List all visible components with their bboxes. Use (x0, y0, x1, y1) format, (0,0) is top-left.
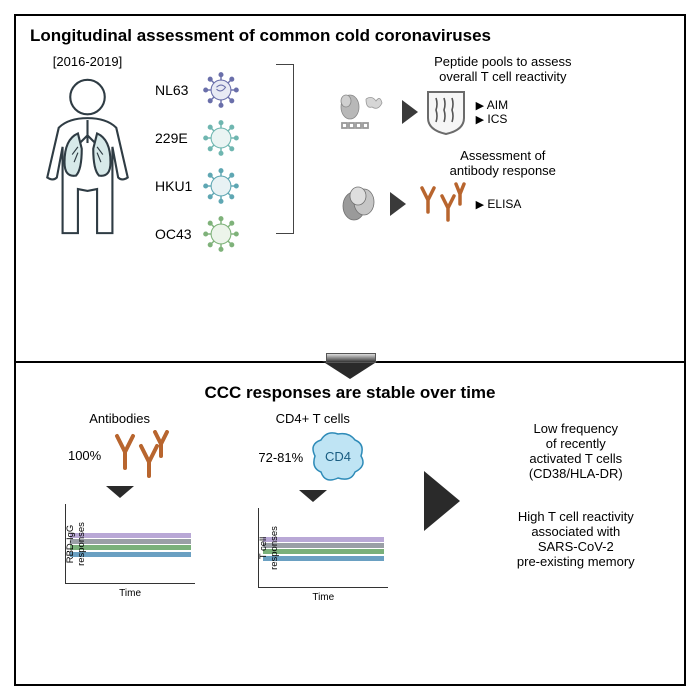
text: pre-existing memory (517, 554, 635, 569)
antibody-icon (107, 430, 171, 480)
text: SARS-CoV-2 (538, 539, 614, 554)
ab-assay-row: ▶ ELISA (336, 182, 670, 226)
virus-row-oc43: OC43 (155, 216, 239, 252)
virus-label: 229E (155, 130, 195, 146)
arrow-column (416, 411, 467, 531)
tcell-label: Peptide pools to assess overall T cell r… (336, 54, 670, 84)
year-range-label: [2016-2019] (53, 54, 122, 69)
ab-mini-chart: RBD-IgGresponses Time (65, 504, 195, 584)
text: (CD38/HLA-DR) (529, 466, 623, 481)
panel-top: Longitudinal assessment of common cold c… (16, 16, 684, 363)
ab-assay-list: ▶ ELISA (474, 197, 522, 211)
down-arrow-connector-icon (322, 361, 378, 379)
assay-name: ELISA (487, 197, 521, 211)
virus-label: OC43 (155, 226, 195, 242)
human-torso-icon (30, 73, 145, 238)
virus-icon (203, 72, 239, 108)
virus-icon (203, 168, 239, 204)
figure-frame: Longitudinal assessment of common cold c… (14, 14, 686, 686)
cd4-column: CD4+ T cells 72-81% CD4 T cellre (223, 411, 402, 588)
cd4-cell-icon: CD4 (309, 430, 367, 484)
torso-col: [2016-2019] (30, 54, 145, 238)
cd4-mini-chart: T cellresponses Time (258, 508, 388, 588)
text: associated with (531, 524, 620, 539)
assay-name: ICS (487, 112, 507, 126)
text: of recently (546, 436, 606, 451)
bottom-title: CCC responses are stable over time (30, 383, 670, 403)
text: overall T cell reactivity (439, 69, 566, 84)
down-arrow-icon (299, 490, 327, 502)
spike-protein-icon (336, 91, 396, 133)
ab-pct: 100% (68, 448, 101, 463)
summary-column: Low frequency of recently activated T ce… (482, 411, 670, 569)
cd4-text: CD4 (325, 449, 351, 464)
text: activated T cells (529, 451, 622, 466)
ab-label: Assessment of antibody response (336, 148, 670, 178)
col-left: [2016-2019] (30, 54, 312, 349)
antibodies-column: Antibodies 100% (30, 411, 209, 584)
virus-icon (203, 120, 239, 156)
cd4-xlabel: Time (259, 592, 388, 603)
virus-label: HKU1 (155, 178, 195, 194)
virus-row-nl63: NL63 (155, 72, 239, 108)
text: Assessment of (460, 148, 545, 163)
bracket-icon (276, 64, 294, 234)
cd4-pct: 72-81% (258, 450, 303, 465)
arrow-right-icon (402, 100, 418, 124)
virus-label: NL63 (155, 82, 195, 98)
tcell-assay-row: ▶ AIM ▶ ICS (336, 88, 670, 136)
assay-name: AIM (487, 98, 508, 112)
tcell-assay-list: ▶ AIM ▶ ICS (474, 98, 508, 126)
ab-col-label: Antibodies (89, 411, 150, 426)
down-arrow-icon (106, 486, 134, 498)
summary-1: Low frequency of recently activated T ce… (482, 421, 670, 481)
ab-xlabel: Time (66, 588, 195, 599)
tcell-assay-block: Peptide pools to assess overall T cell r… (336, 54, 670, 136)
text: antibody response (450, 163, 556, 178)
arrow-right-icon (390, 192, 406, 216)
antibody-icon (412, 182, 468, 226)
bottom-grid: Antibodies 100% (30, 411, 670, 668)
spike-trimer-icon (336, 182, 384, 226)
text: Low frequency (534, 421, 619, 436)
virus-icon (203, 216, 239, 252)
virus-list: NL63 (155, 72, 239, 252)
cd4-ylabel: T cellresponses (258, 508, 280, 588)
top-grid: [2016-2019] (30, 54, 670, 349)
text: High T cell reactivity (518, 509, 634, 524)
top-title: Longitudinal assessment of common cold c… (30, 26, 670, 46)
ab-ylabel: RBD-IgGresponses (65, 504, 87, 584)
antibody-assay-block: Assessment of antibody response (336, 148, 670, 226)
text: Peptide pools to assess (434, 54, 571, 69)
arrow-right-large-icon (424, 471, 460, 531)
panel-bottom: CCC responses are stable over time Antib… (16, 363, 684, 684)
virus-row-229e: 229E (155, 120, 239, 156)
virus-row-hku1: HKU1 (155, 168, 239, 204)
col-right: Peptide pools to assess overall T cell r… (312, 54, 670, 349)
summary-2: High T cell reactivity associated with S… (482, 509, 670, 569)
peptide-shield-icon (424, 88, 468, 136)
cd4-col-label: CD4+ T cells (276, 411, 350, 426)
